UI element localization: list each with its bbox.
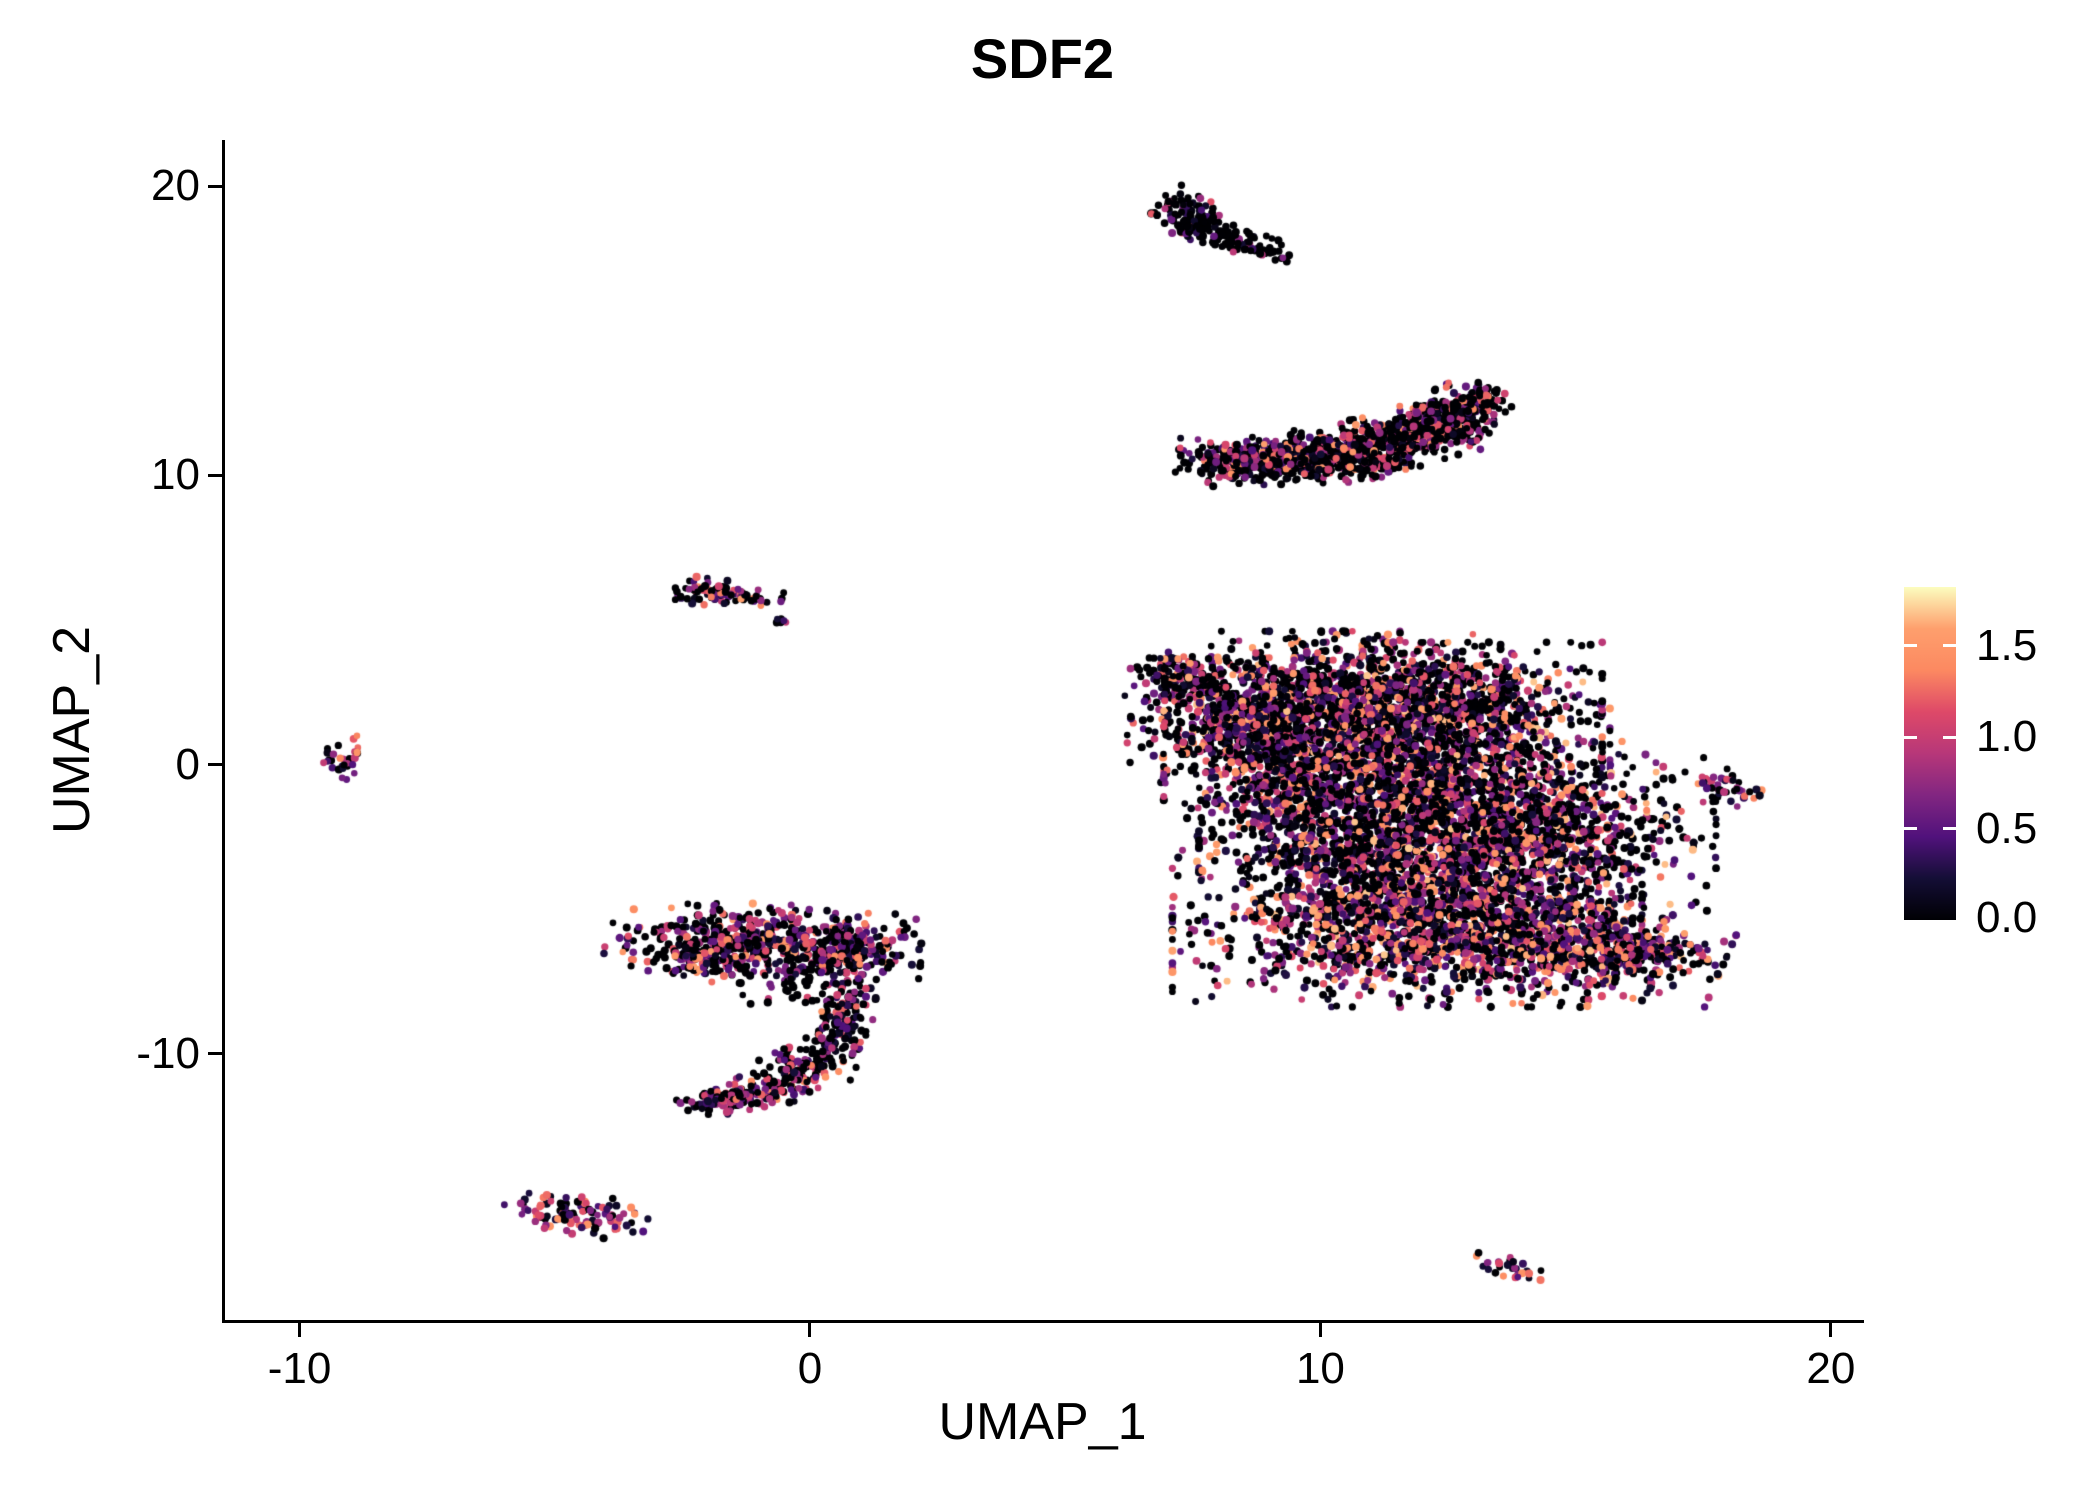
y-axis-title: UMAP_2 [43,625,101,835]
y-tick-label: 0 [175,739,200,789]
colorbar-tick-mark [1904,735,1917,739]
colorbar-tick-mark [1943,735,1956,739]
y-tick-mark [208,1052,222,1056]
colorbar [1904,587,1956,920]
x-axis-line [222,1320,1864,1323]
colorbar-gradient [1904,587,1956,920]
x-tick-label: 0 [797,1344,823,1393]
colorbar-tick-label: 0.5 [1976,803,2038,853]
x-tick-mark [1318,1323,1322,1337]
x-tick-mark [808,1323,812,1337]
y-tick-mark [208,473,222,477]
colorbar-tick-label: 0.0 [1976,893,2038,942]
colorbar-tick-mark [1943,644,1956,648]
x-tick-label: 20 [1806,1344,1856,1393]
y-axis-line [222,140,225,1323]
y-tick-label: 20 [151,161,200,211]
y-tick-label: 10 [151,450,200,500]
x-tick-mark [1829,1323,1833,1337]
colorbar-tick-label: 1.0 [1976,712,2038,762]
colorbar-tick-mark [1904,827,1917,831]
y-tick-mark [208,763,222,767]
x-tick-label: 10 [1295,1344,1345,1393]
y-tick-label: -10 [136,1028,200,1078]
x-tick-mark [298,1323,302,1337]
colorbar-tick-label: 1.5 [1976,620,2038,670]
colorbar-tick-mark [1943,827,1956,831]
x-axis-title: UMAP_1 [938,1393,1147,1451]
x-tick-label: -10 [267,1344,332,1393]
y-tick-mark [208,184,222,188]
colorbar-tick-mark [1904,644,1917,648]
plot-title: SDF2 [970,27,1115,90]
